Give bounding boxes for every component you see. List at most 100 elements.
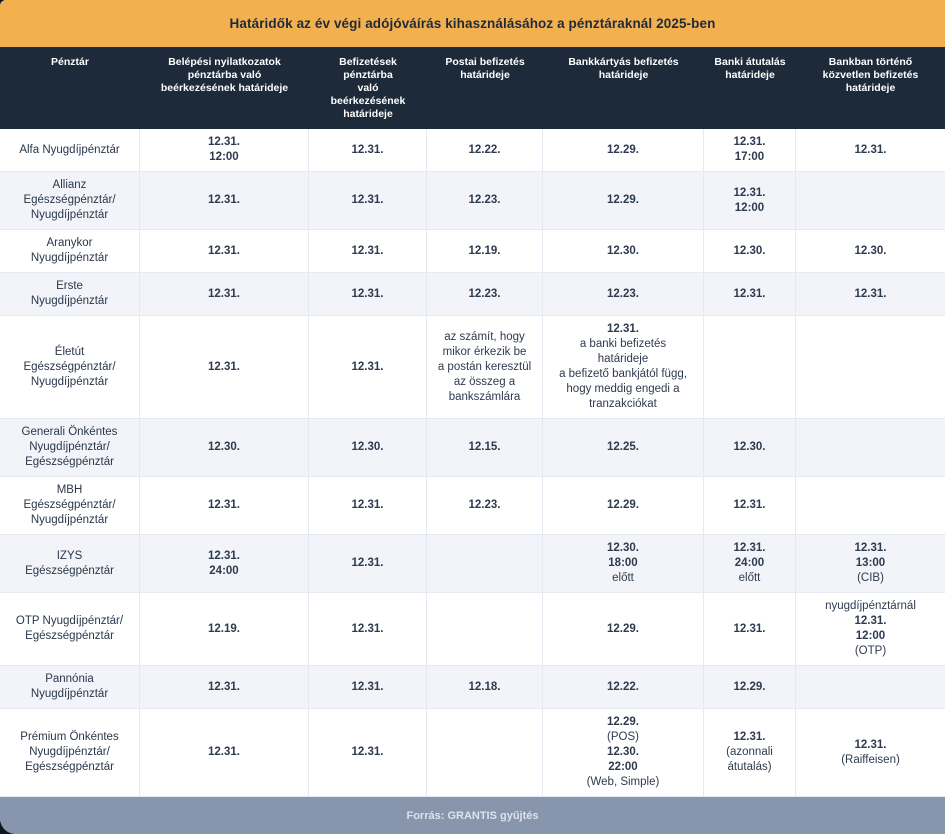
deadline-value-line: 12.31. [733, 186, 766, 199]
cell-text-line: Nyugdíjpénztár [30, 375, 109, 388]
deadline-value-line: 12.31. [351, 194, 384, 206]
deadline-value-line: 12:00 [734, 201, 765, 214]
cell-text-line: IZYS [56, 549, 83, 562]
deadline-value-line: 12:00 [855, 630, 886, 642]
deadline-cell: 12.31. [140, 316, 309, 419]
deadline-cell [796, 477, 945, 535]
deadline-value-line: 12.29. [733, 680, 766, 693]
cell-text-line: Nyugdíjpénztár [30, 295, 109, 307]
fund-name-cell: Erste Nyugdíjpénztár [0, 273, 140, 316]
deadline-value-line: 12.31. [351, 244, 384, 257]
deadline-cell [796, 666, 945, 709]
deadline-cell: 12.30. [796, 230, 945, 273]
deadline-cell: 12.31. [309, 593, 427, 666]
deadline-value-line: 12.31. [351, 680, 384, 693]
deadline-value-line: 12.19. [208, 622, 240, 635]
cell-text-line: Nyugdíjpénztár/ [29, 441, 110, 453]
cell-text-line: (Raiffeisen) [841, 753, 900, 766]
deadline-value-line: 12.31. [208, 680, 240, 693]
deadline-cell: 12.31. [309, 273, 427, 316]
deadline-cell: 12.31. [309, 230, 427, 273]
cell-text-line: Pannónia [45, 673, 94, 685]
deadline-cell: 12.25. [543, 419, 704, 477]
deadline-cell: az számít, hogy mikor érkezik be a postán … [427, 316, 543, 419]
deadline-cell: 12.19. [427, 230, 543, 273]
deadline-value-line: 12.31. [733, 622, 766, 635]
cell-text-line: Egészségpénztár [25, 456, 114, 468]
deadline-value-line: 12.22. [607, 680, 639, 693]
cell-text-line: határideje [597, 353, 649, 365]
deadline-cell: 12.31. [140, 230, 309, 273]
deadline-value-line: 12:00 [209, 151, 239, 163]
table-row: Pannónia Nyugdíjpénztár 12.31. 12.31. 12.18.… [0, 666, 945, 709]
cell-text-line: tranzakciókat [589, 398, 657, 410]
deadline-cell: 12.31. [309, 316, 427, 419]
deadline-cell: 12.31. [140, 666, 309, 709]
table-header: Pénztár Belépési nyilatkozatok pénztárba … [0, 47, 945, 129]
column-header: Bankkártyás befizetés határideje [543, 47, 704, 129]
deadline-value-line: 12.31. [733, 499, 766, 511]
table-row: Allianz Egészségpénztár/Nyugdíjpénztár 12.… [0, 172, 945, 230]
deadline-cell: 12.31. a banki befizetés határideje a befiz… [543, 316, 704, 419]
deadline-value-line: 12.29. [607, 194, 639, 206]
deadline-value-line: 12.31. [208, 360, 240, 373]
cell-text-line: Egészségpénztár/ [23, 194, 116, 206]
deadline-cell [796, 419, 945, 477]
deadline-value-line: 12.30. [733, 441, 766, 453]
table-row: Alfa Nyugdíjpénztár 12.31. 12:00 12.31. 12.2… [0, 129, 945, 172]
column-header: Pénztár [0, 47, 140, 129]
deadline-value-line: 12.31. [351, 143, 384, 156]
deadline-value-line: 22:00 [608, 761, 638, 773]
fund-name-cell: OTP Nyugdíjpénztár/Egészségpénztár [0, 593, 140, 666]
deadline-value-line: 12.29. [607, 622, 639, 635]
deadline-cell: 12.31. 12:00 [704, 172, 796, 230]
deadline-cell: 12.31. [140, 709, 309, 797]
deadline-value-line: 12.31. [351, 622, 384, 635]
cell-text-line: Egészségpénztár/ [23, 499, 116, 511]
cell-text-line: (azonnali [726, 746, 773, 758]
cell-text-line: Generali Önkéntes [21, 426, 118, 438]
deadline-value-line: 12.31. [208, 746, 240, 758]
deadline-cell: 12.23. [427, 273, 543, 316]
fund-name-cell: IZYS Egészségpénztár [0, 535, 140, 593]
deadline-value-line: 12.31. [208, 499, 240, 511]
deadline-value-line: 12.30. [607, 542, 639, 554]
deadline-cell: 12.31. (azonnali átutalás) [704, 709, 796, 797]
deadline-cell [427, 709, 543, 797]
column-header: Belépési nyilatkozatok pénztárba való be… [140, 47, 309, 129]
deadline-cell: 12.30. [543, 230, 704, 273]
cell-text-line: mikor érkezik be [442, 345, 527, 358]
deadline-value-line: 12.31. [351, 360, 384, 373]
deadline-value-line: 12.18. [468, 680, 501, 693]
deadline-value-line: 12.31. [854, 615, 887, 627]
deadline-value-line: 12.29. [607, 499, 639, 511]
deadline-cell: 12.31. 24:00 előtt [704, 535, 796, 593]
deadline-cell: 12.31. [704, 273, 796, 316]
deadline-value-line: 12.31. [854, 542, 887, 554]
deadline-cell: 12.30. [704, 230, 796, 273]
deadline-cell: 12.29. [543, 129, 704, 172]
deadline-value-line: 12.23. [607, 287, 639, 300]
cell-text-line: nyugdíjpénztárnál [825, 600, 916, 612]
cell-text-line: Nyugdíjpénztár [30, 514, 109, 526]
deadline-value-line: 12.30. [854, 244, 887, 257]
deadline-value-line: 12.23. [468, 194, 501, 206]
deadline-value-line: 12.31. [733, 136, 766, 148]
deadline-value-line: 12.31. [733, 731, 766, 743]
cell-text-line: (CIB) [857, 572, 884, 584]
cell-text-line: Egészségpénztár [25, 761, 114, 773]
cell-text-line: (OTP) [854, 645, 887, 657]
cell-text-line: a befizető bankjától függ, [559, 368, 687, 380]
deadline-value-line: 12.31. [208, 549, 240, 562]
deadline-value-line: 12.31. [351, 287, 384, 300]
deadline-value-line: 12.30. [733, 244, 766, 257]
deadline-cell: 12.29. [704, 666, 796, 709]
deadline-cell: 12.31. 24:00 [140, 535, 309, 593]
cell-text-line: az összeg a [453, 375, 516, 388]
deadline-cell: 12.31. [796, 273, 945, 316]
cell-text-line: Nyugdíjpénztár [30, 252, 109, 264]
table-row: Életút Egészségpénztár/Nyugdíjpénztár 12.3… [0, 316, 945, 419]
page-title: Határidők az év végi adójóváírás kihaszn… [229, 16, 716, 31]
deadline-value-line: 24:00 [734, 557, 765, 569]
